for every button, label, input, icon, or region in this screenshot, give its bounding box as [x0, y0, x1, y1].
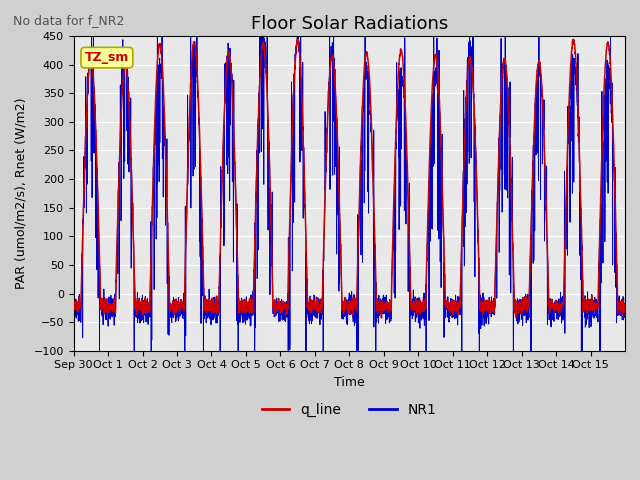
- Text: TZ_sm: TZ_sm: [84, 51, 129, 64]
- Y-axis label: PAR (umol/m2/s), Rnet (W/m2): PAR (umol/m2/s), Rnet (W/m2): [15, 97, 28, 289]
- Text: No data for f_NR2: No data for f_NR2: [13, 14, 124, 27]
- X-axis label: Time: Time: [334, 376, 365, 389]
- Title: Floor Solar Radiations: Floor Solar Radiations: [251, 15, 448, 33]
- Legend: q_line, NR1: q_line, NR1: [256, 397, 442, 422]
